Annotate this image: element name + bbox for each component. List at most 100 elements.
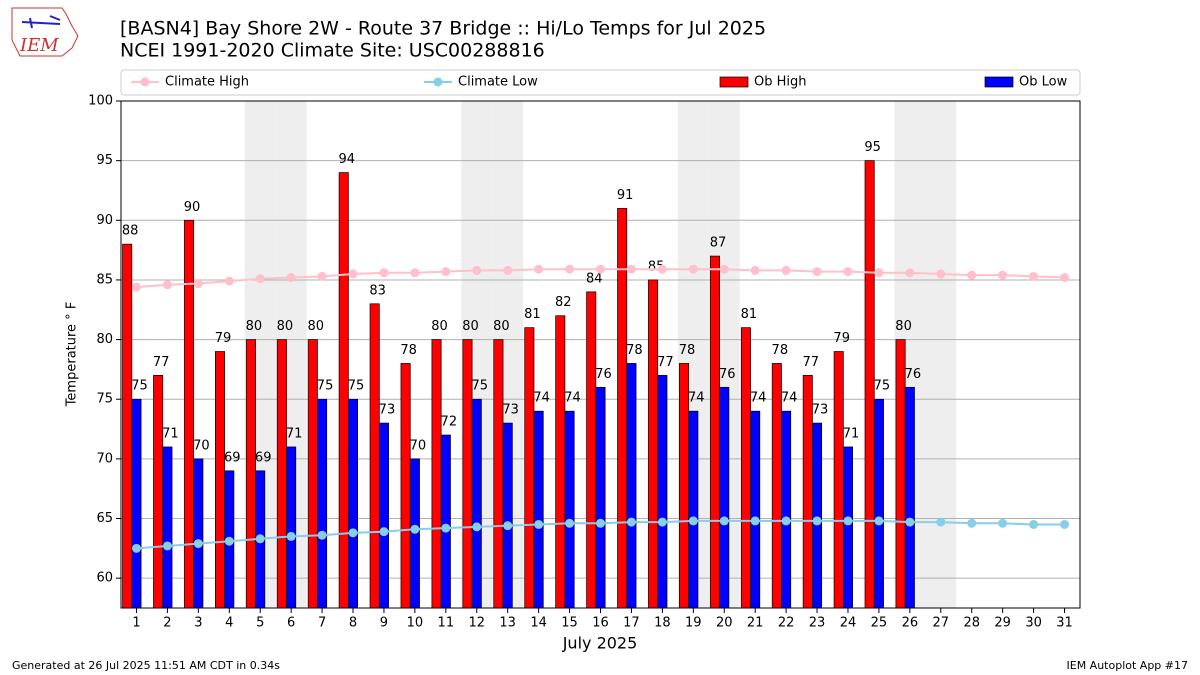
- x-tick-label: 1: [132, 616, 140, 631]
- bar: [348, 398, 359, 608]
- bar: [781, 410, 792, 608]
- point: [317, 530, 327, 540]
- bar: [648, 279, 659, 608]
- y-tick-label: 95: [96, 153, 113, 168]
- point: [472, 265, 482, 275]
- bar: [502, 422, 513, 608]
- bar: [378, 422, 389, 608]
- data-label: 84: [586, 271, 603, 286]
- bar: [153, 375, 164, 608]
- x-axis-label: July 2025: [562, 634, 638, 653]
- bar: [750, 410, 761, 608]
- point: [812, 267, 822, 277]
- legend-label: Ob High: [754, 75, 807, 90]
- x-tick-label: 3: [194, 616, 202, 631]
- point: [379, 268, 389, 278]
- x-tick-label: 9: [380, 616, 388, 631]
- logo-text: IEM: [19, 35, 59, 56]
- point: [750, 265, 760, 275]
- data-label: 70: [193, 438, 210, 453]
- bar: [864, 160, 875, 608]
- legend-swatch: [719, 76, 749, 88]
- legend-label: Climate High: [165, 75, 249, 90]
- x-tick-label: 17: [623, 616, 640, 631]
- bar: [533, 410, 544, 608]
- data-label: 80: [462, 319, 479, 334]
- x-tick-label: 31: [1056, 616, 1073, 631]
- y-tick-label: 60: [96, 571, 113, 586]
- bar: [400, 363, 411, 608]
- x-tick-label: 7: [318, 616, 326, 631]
- bar: [586, 291, 597, 608]
- data-label: 82: [555, 295, 572, 310]
- data-label: 75: [874, 379, 891, 394]
- point: [317, 271, 327, 281]
- point: [503, 265, 513, 275]
- point: [781, 516, 791, 526]
- point: [719, 516, 729, 526]
- y-tick-label: 100: [88, 94, 113, 109]
- point: [472, 522, 482, 532]
- bar: [122, 243, 133, 608]
- data-label: 80: [493, 319, 510, 334]
- x-tick-label: 2: [163, 616, 171, 631]
- bar: [493, 339, 504, 608]
- weekend-shade: [925, 101, 957, 608]
- data-label: 75: [471, 379, 488, 394]
- data-label: 80: [895, 319, 912, 334]
- data-label: 73: [379, 403, 396, 418]
- data-label: 76: [905, 367, 922, 382]
- point: [441, 267, 451, 277]
- point: [131, 543, 141, 553]
- point: [626, 264, 636, 274]
- data-label: 76: [595, 367, 612, 382]
- legend-swatch: [984, 76, 1014, 88]
- x-tick-label: 30: [1025, 616, 1042, 631]
- bar: [193, 458, 204, 608]
- data-label: 95: [864, 140, 881, 155]
- y-tick-label: 80: [96, 332, 113, 347]
- data-label: 78: [772, 343, 789, 358]
- x-tick-label: 4: [225, 616, 233, 631]
- point: [410, 524, 420, 534]
- point: [874, 516, 884, 526]
- point: [936, 269, 946, 279]
- point: [348, 528, 358, 538]
- y-tick-label: 65: [96, 511, 113, 526]
- y-tick-label: 85: [96, 272, 113, 287]
- point: [193, 279, 203, 289]
- data-label: 87: [710, 236, 727, 251]
- x-tick-label: 15: [561, 616, 578, 631]
- bar: [162, 446, 173, 608]
- bar: [131, 398, 142, 608]
- chart-title: [BASN4] Bay Shore 2W - Route 37 Bridge :…: [120, 18, 766, 40]
- data-label: 90: [184, 200, 201, 215]
- x-tick-label: 6: [287, 616, 295, 631]
- point: [224, 536, 234, 546]
- x-tick-label: 20: [716, 616, 733, 631]
- data-label: 77: [153, 355, 170, 370]
- point: [379, 527, 389, 537]
- point: [596, 264, 605, 274]
- data-label: 81: [524, 307, 541, 322]
- data-label: 94: [338, 152, 355, 167]
- data-label: 71: [286, 426, 303, 441]
- logo: IEM: [11, 7, 79, 57]
- x-tick-label: 29: [994, 616, 1011, 631]
- point: [131, 282, 141, 292]
- data-label: 79: [833, 331, 850, 346]
- point: [162, 280, 172, 290]
- data-label: 73: [812, 403, 829, 418]
- x-tick-label: 13: [499, 616, 516, 631]
- y-tick-label: 75: [96, 392, 113, 407]
- point: [688, 264, 698, 274]
- point: [286, 531, 296, 541]
- x-tick-label: 21: [747, 616, 764, 631]
- bar: [595, 386, 606, 608]
- point: [781, 265, 791, 275]
- point: [1060, 519, 1070, 529]
- point: [998, 518, 1008, 528]
- bar: [338, 172, 349, 608]
- bar: [688, 410, 699, 608]
- point: [843, 516, 853, 526]
